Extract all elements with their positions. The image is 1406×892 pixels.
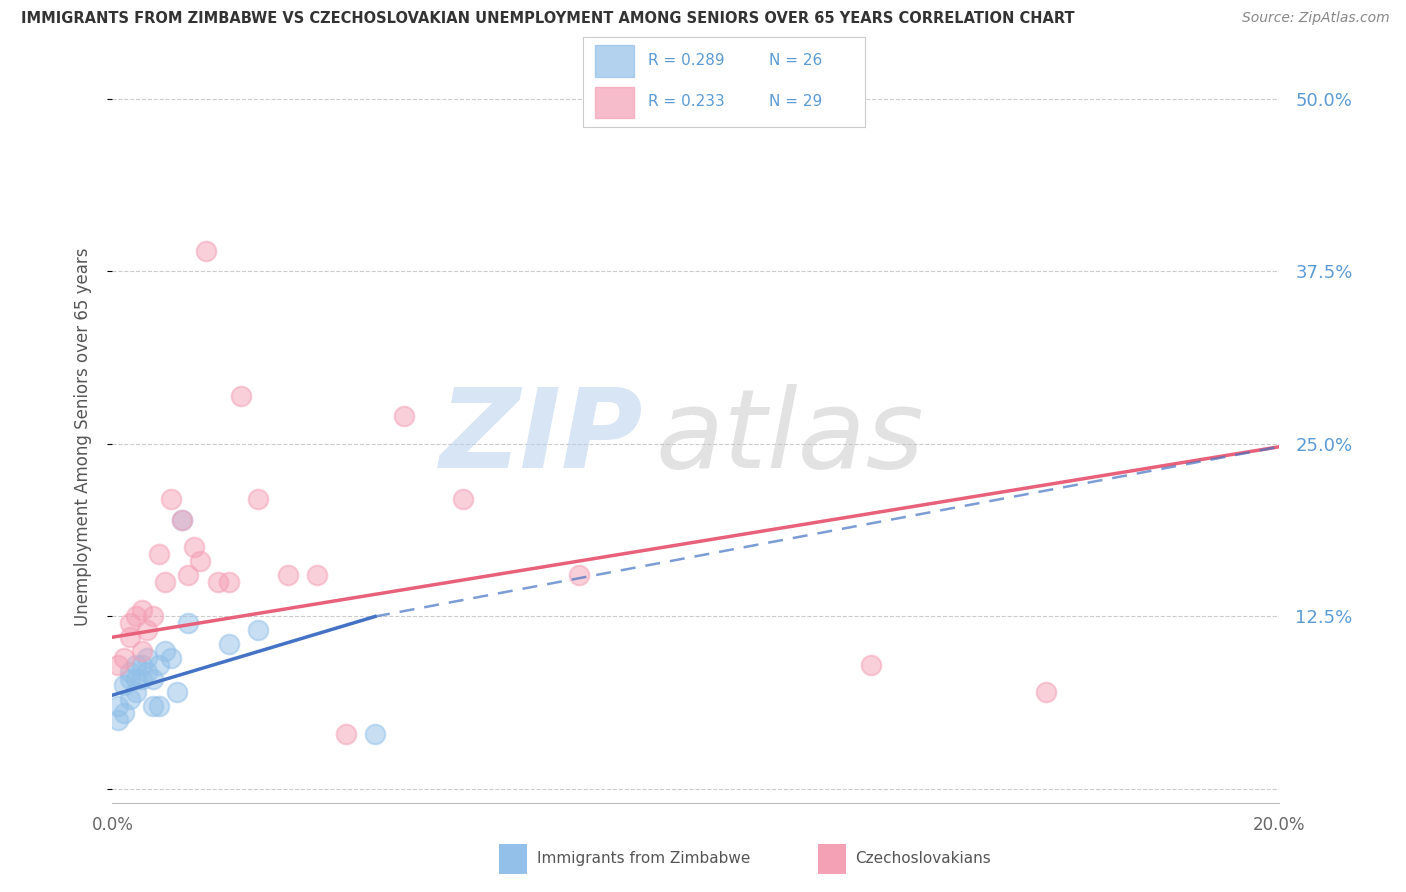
Point — [112, 706, 135, 720]
Point — [107, 713, 129, 727]
Point — [183, 541, 205, 555]
Point — [112, 651, 135, 665]
Point — [118, 616, 141, 631]
Point — [125, 672, 148, 686]
Point — [335, 727, 357, 741]
Point — [188, 554, 211, 568]
Point — [131, 672, 153, 686]
Point — [207, 574, 229, 589]
Point — [118, 672, 141, 686]
Point — [177, 616, 200, 631]
Text: atlas: atlas — [655, 384, 924, 491]
Point — [568, 568, 591, 582]
Point — [118, 665, 141, 679]
Point — [451, 492, 474, 507]
Point — [107, 699, 129, 714]
Point — [194, 244, 217, 258]
Point — [218, 637, 240, 651]
Point — [142, 672, 165, 686]
Point — [166, 685, 188, 699]
Point — [247, 624, 270, 638]
Point — [153, 574, 176, 589]
Point — [160, 651, 183, 665]
Point — [118, 692, 141, 706]
Text: IMMIGRANTS FROM ZIMBABWE VS CZECHOSLOVAKIAN UNEMPLOYMENT AMONG SENIORS OVER 65 Y: IMMIGRANTS FROM ZIMBABWE VS CZECHOSLOVAK… — [21, 11, 1074, 26]
Point — [107, 657, 129, 672]
Text: N = 29: N = 29 — [769, 95, 823, 109]
Point — [1035, 685, 1057, 699]
Point — [218, 574, 240, 589]
Text: Immigrants from Zimbabwe: Immigrants from Zimbabwe — [537, 852, 751, 866]
Text: N = 26: N = 26 — [769, 53, 823, 68]
Point — [172, 513, 194, 527]
Text: ZIP: ZIP — [440, 384, 644, 491]
Point — [148, 699, 170, 714]
Point — [142, 609, 165, 624]
Point — [229, 389, 252, 403]
Point — [859, 657, 883, 672]
Point — [131, 657, 153, 672]
Text: Source: ZipAtlas.com: Source: ZipAtlas.com — [1241, 11, 1389, 25]
Point — [125, 657, 148, 672]
Point — [177, 568, 200, 582]
Point — [153, 644, 176, 658]
Y-axis label: Unemployment Among Seniors over 65 years: Unemployment Among Seniors over 65 years — [73, 248, 91, 626]
Point — [125, 685, 148, 699]
Point — [131, 602, 153, 616]
Point — [364, 727, 387, 741]
Text: Czechoslovakians: Czechoslovakians — [855, 852, 991, 866]
Point — [276, 568, 298, 582]
Text: R = 0.289: R = 0.289 — [648, 53, 724, 68]
Point — [136, 651, 159, 665]
Point — [136, 665, 159, 679]
Text: R = 0.233: R = 0.233 — [648, 95, 725, 109]
Point — [142, 699, 165, 714]
Point — [131, 644, 153, 658]
Point — [392, 409, 416, 424]
Bar — [595, 87, 634, 118]
Point — [118, 630, 141, 644]
Point — [160, 492, 183, 507]
Bar — [595, 45, 634, 77]
Point — [136, 624, 159, 638]
Point — [148, 657, 170, 672]
Point — [247, 492, 270, 507]
Point — [112, 678, 135, 692]
Point — [172, 513, 194, 527]
Point — [148, 548, 170, 562]
Point — [305, 568, 328, 582]
Point — [125, 609, 148, 624]
